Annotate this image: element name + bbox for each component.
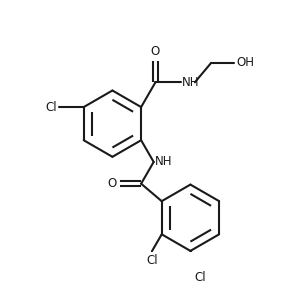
Text: Cl: Cl [194, 271, 206, 281]
Text: NH: NH [155, 155, 172, 169]
Text: Cl: Cl [45, 101, 57, 114]
Text: Cl: Cl [146, 254, 158, 267]
Text: NH: NH [182, 76, 199, 89]
Text: O: O [108, 177, 117, 190]
Text: OH: OH [236, 56, 254, 69]
Text: O: O [151, 45, 160, 58]
